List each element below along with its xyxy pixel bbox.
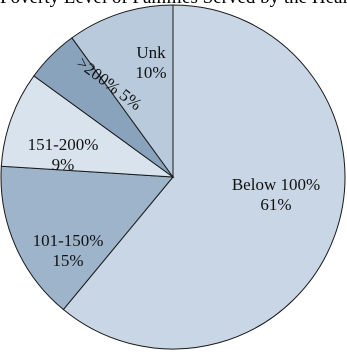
- slice-label-151-200: 151-200% 9%: [28, 135, 99, 174]
- slice-label-101-150: 101-150% 15%: [33, 231, 104, 270]
- slice-percent-151-200: 9%: [52, 155, 75, 174]
- pie-slice-151-200: [0, 75, 175, 178]
- slice-category-below-100: Below 100%: [232, 175, 320, 194]
- pie-slice-101-150: [0, 165, 175, 311]
- slice-percent-101-150: 15%: [52, 251, 83, 270]
- slice-category-101-150: 101-150%: [33, 231, 104, 250]
- chart-title-region: Poverty Level of Families Served by the …: [0, 0, 347, 22]
- slice-percent-below-100: 61%: [260, 195, 291, 214]
- slice-percent-unk: 10%: [135, 63, 166, 82]
- slice-label-below-100: Below 100% 61%: [232, 175, 320, 214]
- slice-category-151-200: 151-200%: [28, 135, 99, 154]
- chart-title: Poverty Level of Families Served by the …: [0, 0, 347, 9]
- pie-slice-below-100: [62, 4, 346, 350]
- pie-slices: [0, 4, 346, 350]
- slice-category-unk: Unk: [136, 43, 166, 62]
- pie-slice-unk: [71, 4, 174, 179]
- slice-label-unk: Unk 10%: [135, 43, 166, 82]
